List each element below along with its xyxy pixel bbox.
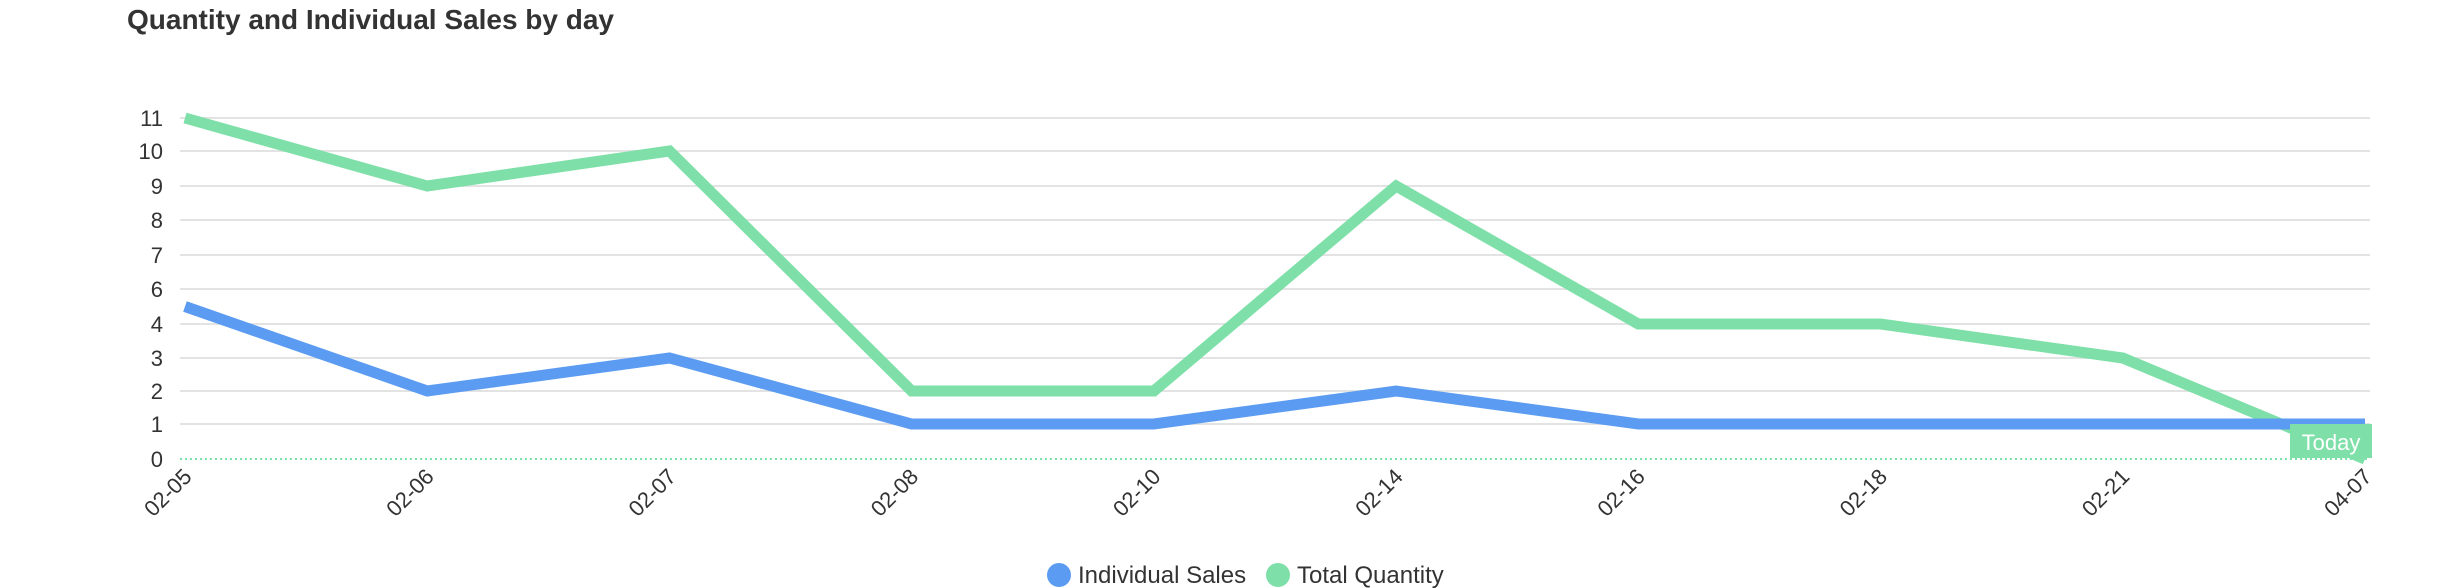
y-tick-label: 6 — [151, 277, 163, 302]
legend-swatch — [1047, 563, 1071, 587]
legend-swatch — [1266, 563, 1290, 587]
x-tick-label: 02-16 — [1592, 464, 1649, 521]
x-tick-label: 04-07 — [2319, 464, 2376, 521]
y-tick-label: 11 — [140, 106, 163, 131]
y-tick-label: 10 — [139, 139, 163, 164]
y-tick-label: 7 — [151, 243, 163, 268]
legend-item-total-quantity[interactable]: Total Quantity — [1266, 562, 1444, 588]
x-tick-label: 02-10 — [1108, 464, 1165, 521]
y-tick-label: 9 — [151, 174, 163, 199]
y-axis-ticks: 0 1 2 3 4 6 7 8 9 10 11 — [139, 106, 163, 472]
x-tick-label: 02-14 — [1350, 464, 1407, 521]
y-tick-label: 8 — [151, 208, 163, 233]
legend[interactable]: Individual Sales Total Quantity — [1047, 562, 1444, 588]
legend-label: Individual Sales — [1078, 562, 1246, 588]
x-tick-label: 02-05 — [139, 464, 196, 521]
x-tick-label: 02-21 — [2077, 464, 2134, 521]
legend-item-individual-sales[interactable]: Individual Sales — [1047, 562, 1246, 588]
chart-title: Quantity and Individual Sales by day — [127, 4, 615, 35]
series-line-total-quantity — [183, 112, 2368, 465]
series-lines — [183, 112, 2368, 465]
y-tick-label: 4 — [151, 312, 163, 337]
today-label: Today — [2302, 430, 2361, 455]
x-tick-label: 02-18 — [1835, 464, 1892, 521]
x-tick-label: 02-08 — [866, 464, 923, 521]
y-tick-label: 2 — [151, 379, 163, 404]
grid-lines — [180, 117, 2370, 425]
y-tick-label: 1 — [151, 412, 163, 437]
today-badge — [2290, 424, 2372, 458]
x-tick-label: 02-06 — [381, 464, 438, 521]
y-tick-label: 3 — [151, 346, 163, 371]
y-tick-label: 0 — [151, 447, 163, 472]
today-annotation: Today — [2290, 424, 2372, 458]
series-line-individual-sales — [183, 301, 2365, 430]
x-tick-label: 02-07 — [624, 464, 681, 521]
x-axis-ticks: 02-05 02-06 02-07 02-08 02-10 02-14 02-16 02-18… — [139, 464, 2376, 521]
legend-label: Total Quantity — [1297, 562, 1444, 588]
